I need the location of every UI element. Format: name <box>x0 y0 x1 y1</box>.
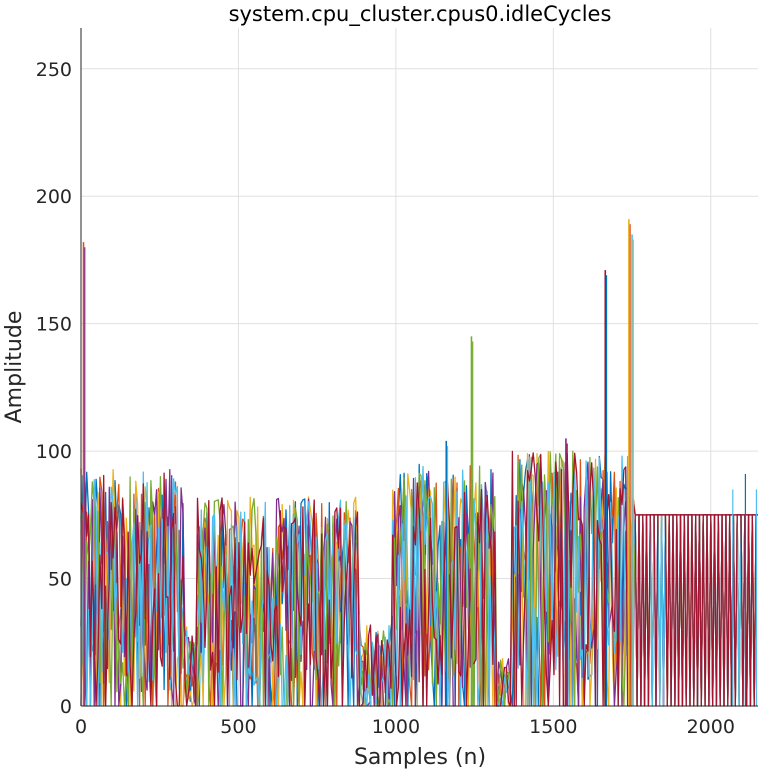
x-tick-label: 500 <box>220 716 256 738</box>
series-line <box>80 450 757 707</box>
x-tick-label: 1500 <box>529 716 577 738</box>
y-axis-title: Amplitude <box>2 311 27 424</box>
y-tick-label: 50 <box>48 569 72 591</box>
y-tick-label: 0 <box>60 696 72 718</box>
x-tick-label: 2000 <box>687 716 735 738</box>
x-tick-label: 1000 <box>372 716 420 738</box>
x-tick-label: 0 <box>75 716 87 738</box>
plot-area <box>80 219 758 707</box>
y-tick-label: 250 <box>36 59 72 81</box>
axes: 0 500 1000 1500 2000 0 50 100 150 200 250 <box>36 28 758 738</box>
y-tick-label: 200 <box>36 186 72 208</box>
x-axis-title: Samples (n) <box>354 745 486 770</box>
y-tick-label: 150 <box>36 314 72 336</box>
chart-title: system.cpu_cluster.cpus0.idleCycles <box>229 2 612 27</box>
y-tick-label: 100 <box>36 441 72 463</box>
